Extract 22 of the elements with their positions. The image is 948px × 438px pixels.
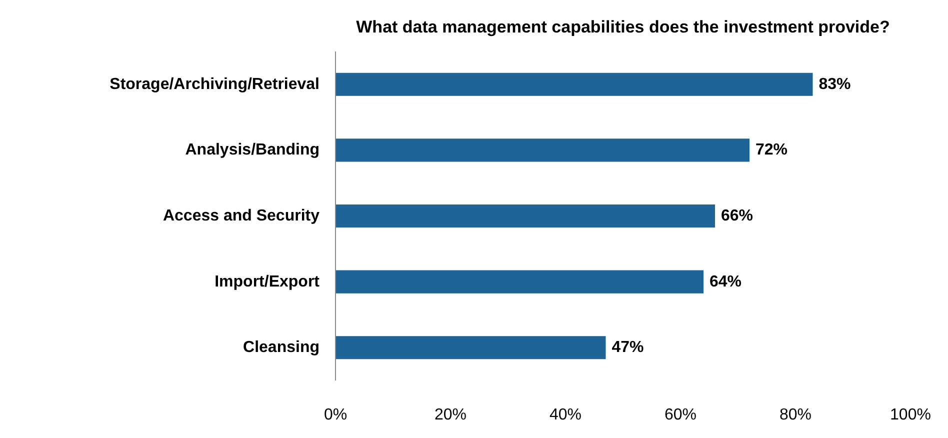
bar: [336, 270, 704, 294]
bar: [336, 336, 606, 360]
bar: [336, 72, 813, 96]
data-label: 64%: [710, 273, 742, 290]
data-label: 47%: [612, 339, 644, 356]
data-label: 83%: [818, 76, 851, 93]
x-tick-label: 80%: [779, 406, 812, 424]
y-tick-label: Access and Security: [162, 208, 320, 224]
x-tick-label: 20%: [434, 406, 467, 424]
y-tick-label: Import/Export: [214, 273, 320, 290]
y-tick-label: Cleansing: [243, 339, 320, 356]
y-tick-label: Storage/Archiving/Retrieval: [110, 76, 320, 93]
x-tick-label: 0%: [324, 406, 348, 424]
x-tick-label: 40%: [549, 406, 582, 424]
data-label: 72%: [756, 142, 788, 159]
data-label: 66%: [721, 208, 754, 224]
y-tick-label: Analysis/Banding: [185, 142, 320, 159]
bar: [336, 204, 715, 228]
x-tick-label: 60%: [664, 406, 697, 424]
bar: [336, 138, 750, 162]
x-tick-label: 100%: [890, 406, 931, 424]
chart-title: What data management capabilities does the investment provide?: [356, 18, 890, 36]
